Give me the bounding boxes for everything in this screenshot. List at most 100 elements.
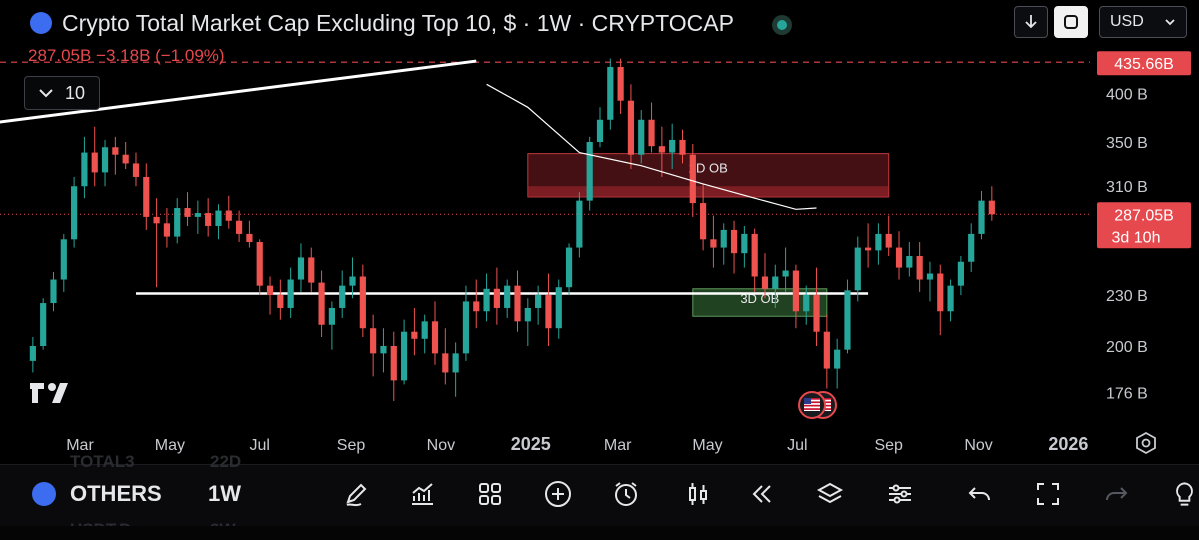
symbol-button[interactable]: OTHERS — [70, 481, 162, 506]
candle-body — [390, 346, 397, 381]
candle-body — [823, 331, 830, 369]
flag-stripe — [804, 398, 820, 400]
candle — [524, 298, 531, 346]
candle-body — [586, 142, 593, 201]
candle-body — [112, 147, 119, 155]
x-tick-label: Jul — [249, 437, 269, 454]
candle-body — [143, 176, 150, 217]
chart-type-button[interactable] — [682, 478, 714, 510]
x-tick-label: 2025 — [511, 434, 551, 454]
alert-button[interactable] — [610, 478, 642, 510]
candle — [370, 314, 377, 377]
redo-icon — [1106, 487, 1128, 501]
candle-body — [648, 119, 655, 147]
fullscreen-button[interactable] — [1032, 478, 1064, 510]
candle-body — [813, 295, 820, 332]
candle-body — [277, 295, 284, 308]
candle — [720, 223, 727, 265]
candle-body — [184, 208, 191, 217]
candle — [81, 136, 88, 199]
replay-button[interactable] — [746, 478, 778, 510]
layouts-button[interactable] — [474, 478, 506, 510]
interval-select[interactable]: 10 — [24, 76, 100, 110]
candle — [205, 198, 212, 237]
candle-body — [761, 276, 769, 289]
add-button[interactable] — [542, 478, 574, 510]
candle — [359, 264, 366, 337]
download-button[interactable] — [1014, 6, 1048, 38]
candle — [256, 239, 263, 296]
x-tick-label: Sep — [874, 437, 903, 454]
timeframe-button[interactable]: 1W — [208, 481, 241, 506]
candle — [710, 215, 717, 268]
candle — [978, 190, 985, 240]
redo-button[interactable] — [1100, 478, 1132, 510]
x-tick-label: 2026 — [1048, 434, 1088, 454]
ghost-watchlist-value: 22D — [210, 452, 242, 471]
candle-body — [875, 233, 882, 251]
candle-body — [689, 154, 696, 204]
candle — [957, 256, 964, 296]
x-tick-label: Mar — [604, 437, 632, 454]
candle-body — [431, 321, 439, 354]
candle-body — [163, 223, 171, 237]
candle — [380, 328, 387, 373]
indicators-button[interactable] — [406, 478, 438, 510]
candle-body — [235, 220, 243, 234]
square-icon — [1064, 15, 1078, 29]
settings-button[interactable] — [884, 478, 916, 510]
pen-tool-button[interactable] — [340, 478, 372, 510]
chart-title: Crypto Total Market Cap Excluding Top 10… — [62, 10, 734, 36]
candle-body — [700, 203, 707, 240]
candle — [194, 200, 201, 234]
undo-icon — [968, 487, 990, 501]
candle-body — [318, 282, 325, 325]
flag-canton — [804, 398, 811, 404]
candle — [875, 223, 882, 265]
candle-body — [71, 186, 78, 240]
alarm-icon — [615, 482, 637, 506]
more-tools-button[interactable] — [1170, 478, 1199, 510]
axes-layer: 400 B 350 B 310 B 230 B 200 B 176 B Mar May Jul S… — [66, 86, 1148, 454]
candle-body — [514, 285, 521, 322]
object-tree-button[interactable] — [814, 478, 846, 510]
candle — [565, 243, 573, 296]
candle-body — [359, 276, 366, 329]
fullscreen-toggle-button[interactable] — [1054, 6, 1088, 38]
candle-body — [370, 328, 377, 354]
flag-stripe — [804, 408, 820, 410]
candle-body — [834, 349, 841, 369]
candle-body — [174, 208, 181, 237]
candle — [277, 279, 284, 320]
candle — [782, 247, 789, 292]
y-tick-label: 310 B — [1106, 179, 1148, 196]
candle-body — [153, 216, 160, 224]
candle-body — [926, 273, 934, 280]
market-status-icon[interactable] — [772, 15, 792, 35]
candle — [184, 192, 191, 226]
candle — [112, 136, 119, 175]
undo-button[interactable] — [964, 478, 996, 510]
candle — [514, 270, 521, 332]
candle — [390, 331, 397, 401]
candle-body — [266, 285, 274, 296]
flag-stripe — [804, 404, 820, 407]
currency-select[interactable]: USD — [1099, 6, 1187, 38]
candle — [308, 247, 315, 292]
logo-dot — [48, 383, 56, 391]
candle — [235, 210, 243, 243]
candle — [328, 301, 335, 350]
candle — [339, 270, 346, 318]
candle — [772, 264, 779, 308]
x-tick-label: May — [692, 437, 722, 454]
candle-body — [91, 152, 98, 173]
candle-body — [864, 247, 872, 251]
brand-icon — [30, 12, 52, 34]
candle — [906, 242, 913, 277]
candle-body — [607, 66, 614, 120]
candle — [29, 336, 36, 373]
zone-label-1: 2D OB — [689, 161, 728, 176]
candle — [761, 253, 769, 299]
candle — [132, 152, 140, 187]
